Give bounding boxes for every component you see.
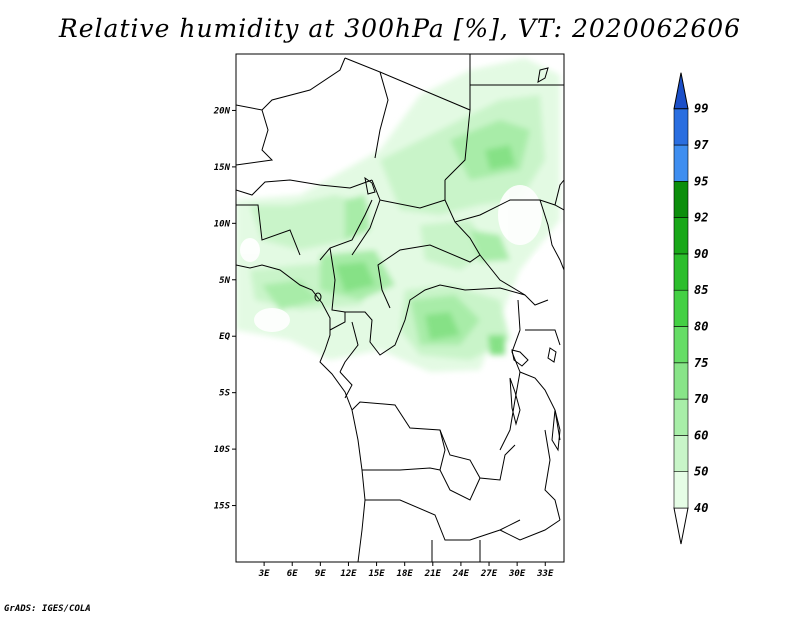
lat-tick-label: 20N: [213, 106, 231, 116]
lat-tick-label: 10S: [214, 445, 231, 455]
lon-tick-label: 9E: [315, 569, 326, 579]
lat-tick-label: 10N: [214, 219, 231, 229]
colorbar-segment: [673, 326, 689, 364]
colorbar-segment: [673, 362, 689, 400]
colorbar-label: 90: [694, 247, 708, 261]
lon-tick-label: 27E: [480, 569, 498, 579]
colorbar-label: 95: [694, 174, 708, 188]
lon-tick-label: 30E: [508, 569, 526, 579]
lon-tick-label: 15E: [368, 569, 385, 579]
colorbar-label: 40: [694, 501, 708, 515]
lon-tick-label: 6E: [287, 569, 298, 579]
colorbar-min-arrow: [673, 507, 689, 545]
colorbar: 40 50 60 70 75 80 85 90 92 95 97 99: [673, 72, 709, 545]
lon-tick-label: 21E: [424, 569, 442, 579]
lakes: [314, 67, 561, 452]
colorbar-label: 75: [694, 356, 708, 370]
colorbar-segment: [673, 289, 689, 327]
colorbar-segment: [673, 181, 689, 218]
colorbar-label: 99: [694, 102, 708, 116]
grads-credit: GrADS: IGES/COLA: [4, 604, 91, 614]
colorbar-label: 97: [694, 138, 709, 152]
lat-tick-label: EQ: [219, 332, 230, 342]
colorbar-segment: [673, 144, 689, 182]
map-title: Relative humidity at 300hPa [%], VT: 202…: [58, 14, 742, 43]
colorbar-segment: [673, 253, 689, 291]
lon-tick-label: 12E: [340, 569, 357, 579]
humidity-shading: [236, 58, 564, 372]
latitude-axis: 20N 15N 10N 5N EQ 5S 10S 15S: [213, 106, 236, 512]
colorbar-label: 60: [694, 428, 708, 442]
colorbar-label: 50: [694, 465, 708, 479]
colorbar-label: 85: [694, 283, 708, 297]
lon-tick-label: 24E: [452, 569, 470, 579]
lat-tick-label: 15N: [214, 163, 231, 173]
colorbar-label: 92: [694, 211, 708, 225]
colorbar-label: 70: [694, 392, 708, 406]
country-borders: [236, 54, 564, 562]
colorbar-segment: [673, 471, 689, 509]
colorbar-segment: [673, 217, 689, 255]
colorbar-segment: [673, 108, 689, 146]
lon-tick-label: 18E: [397, 569, 414, 579]
colorbar-segment: [673, 435, 689, 472]
lon-tick-label: 3E: [258, 569, 270, 579]
lon-tick-label: 33E: [536, 569, 554, 579]
lat-tick-label: 5S: [219, 389, 230, 399]
lat-tick-label: 5N: [219, 276, 230, 286]
colorbar-max-arrow: [673, 72, 689, 110]
colorbar-label: 80: [694, 320, 708, 334]
map-frame: [235, 53, 565, 563]
lat-tick-label: 15S: [214, 502, 231, 512]
longitude-axis: 3E 6E 9E 12E 15E 18E 21E 24E 27E 30E 33E: [258, 562, 554, 579]
colorbar-segment: [673, 398, 689, 436]
